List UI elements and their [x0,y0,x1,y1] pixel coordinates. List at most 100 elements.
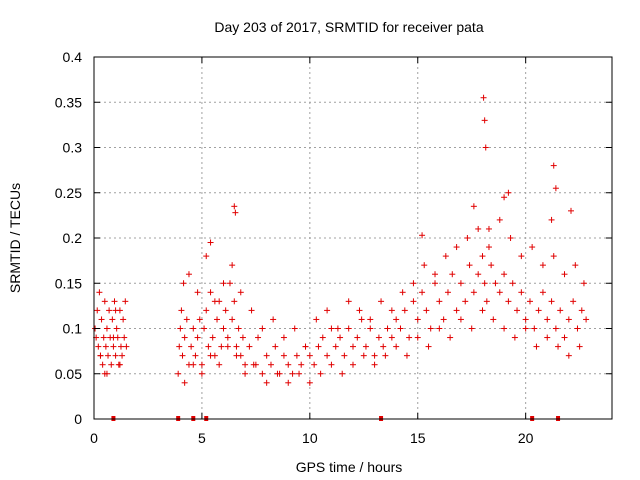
data-point [120,316,127,323]
data-point [218,343,225,350]
data-point [375,334,382,341]
data-point [501,325,508,332]
data-point [203,307,210,314]
data-point [226,280,233,287]
data-point [466,262,473,269]
data-point [561,334,568,341]
data-point [122,298,129,305]
y-tick-label: 0.4 [63,49,83,65]
data-point [481,117,488,124]
data-point [194,289,201,296]
y-tick-label: 0 [74,411,82,427]
data-point [211,298,218,305]
data-point [224,343,231,350]
x-tick-labels: 0 5 10 15 20 [90,430,534,446]
data-point [485,244,492,251]
data-point [188,343,195,350]
data-point [252,361,259,368]
data-point [224,334,231,341]
data-point [198,370,205,377]
data-point [98,316,105,323]
data-point [432,280,439,287]
data-point [555,343,562,350]
data-point [572,262,579,269]
data-point [339,370,346,377]
data-point [232,209,239,216]
data-point [267,361,274,368]
data-point [274,370,281,377]
data-point [337,334,344,341]
data-point [514,307,521,314]
data-point [201,325,208,332]
data-point [315,343,322,350]
data-point [470,203,477,210]
data-point [552,325,559,332]
data-point [198,361,205,368]
data-point [102,343,109,350]
data-point [427,325,434,332]
data-point [453,244,460,251]
data-point [220,325,227,332]
data-point [196,316,203,323]
data-point [311,361,318,368]
data-point [259,370,266,377]
data-point [384,325,391,332]
data-point [119,352,126,359]
data-point [190,361,197,368]
data-point [367,316,374,323]
data-point [103,325,110,332]
data-point [507,235,514,241]
data-point [565,316,572,323]
data-point [109,316,116,323]
data-point [468,325,475,332]
data-point [406,334,413,341]
data-point [583,316,590,323]
data-point [319,334,326,341]
data-point [235,325,242,332]
data-point [393,316,400,323]
data-point [505,189,512,196]
data-point [229,262,236,269]
data-point [442,253,449,260]
data-point [539,289,546,296]
data-point [185,271,192,278]
data-point [453,307,460,314]
x-tick-label: 15 [410,430,426,446]
data-point [548,298,555,305]
data-point [552,185,559,192]
data-point [181,334,188,341]
data-point [574,325,581,332]
data-point [436,298,443,305]
data-point [388,307,395,314]
data-point [397,325,404,332]
data-point [457,316,464,323]
data-point [522,316,529,323]
data-point [207,352,214,359]
data-point [403,352,410,359]
data-point [501,271,508,278]
data-point [220,280,227,287]
data-point [178,307,185,314]
data-point [242,361,249,368]
data-point [380,343,387,350]
data-point [180,280,187,287]
data-point [529,244,536,251]
data-point [248,307,255,314]
data-point [121,334,128,341]
data-point [492,280,499,287]
data-point [263,379,270,386]
data-point [539,262,546,269]
data-point [306,379,313,386]
data-point [350,361,356,368]
y-axis-label: SRMTID / TECUs [7,183,23,293]
data-point [485,225,492,232]
data-point [419,289,426,296]
data-point [378,298,385,305]
data-point [490,316,497,323]
data-point [112,352,119,359]
data-point [110,334,117,341]
data-point [289,370,296,377]
data-point [462,298,469,305]
data-point [192,352,199,359]
y-tick-label: 0.3 [63,140,83,156]
